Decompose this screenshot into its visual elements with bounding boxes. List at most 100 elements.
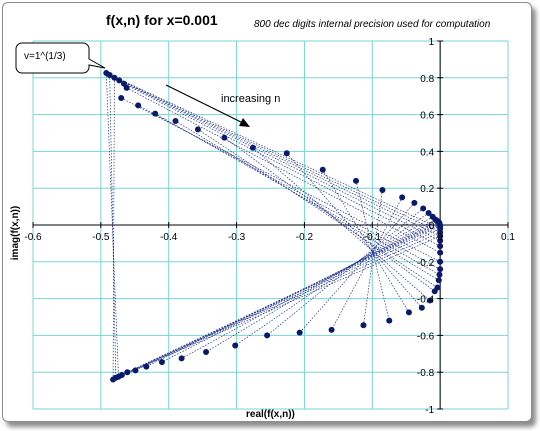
data-point-12 (249, 144, 256, 151)
connector-line-2-58 (112, 77, 115, 380)
y-tick-label-5: 0 (429, 221, 435, 232)
y-tick-label-6: -0.2 (417, 258, 435, 269)
data-point-1 (106, 72, 113, 79)
x-tick-label-7: 0.1 (501, 232, 515, 243)
increasing-arrow: increasing n (165, 84, 280, 127)
increasing-label: increasing n (221, 93, 280, 105)
chart-subtitle: 800 dec digits internal precision used f… (254, 19, 491, 30)
connector-line-28-56 (118, 228, 441, 378)
data-point-34 (437, 258, 444, 265)
x-axis-label: real(f(x,n)) (246, 409, 295, 420)
data-point-32 (437, 243, 444, 250)
connector-line-2-30 (114, 77, 441, 237)
tick-labels: -0.6 -0.5 -0.4 -0.3 -0.2 -0.1 0 0.1 1 0.8 0.6 0.4 0.… (24, 37, 515, 416)
data-point-20 (425, 210, 432, 217)
data-point-3 (116, 77, 123, 84)
data-point-17 (399, 194, 406, 201)
x-tick-label-3: -0.3 (228, 232, 246, 243)
x-tick-label-0: -0.6 (24, 232, 42, 243)
arrow-head (239, 118, 250, 127)
data-point-58 (110, 376, 117, 383)
arrow-shaft (165, 84, 244, 124)
y-tick-label-1: 0.8 (420, 74, 434, 85)
data-point-13 (283, 150, 290, 157)
data-point-31 (437, 237, 444, 244)
x-tick-label-1: -0.5 (92, 232, 110, 243)
data-point-9 (172, 118, 179, 125)
data-point-33 (437, 249, 444, 256)
data-point-14 (319, 166, 326, 173)
data-point-5 (123, 84, 130, 91)
connector-line-14-42 (322, 169, 410, 313)
data-point-50 (178, 355, 185, 362)
y-tick-label-2: 0.6 (420, 111, 434, 122)
connector-line-4-32 (123, 83, 441, 247)
y-tick-label-3: 0.4 (420, 147, 434, 158)
chart-svg: -0.6 -0.5 -0.4 -0.3 -0.2 -0.1 0 0.1 1 0.8 0.6 0.4 0.… (10, 12, 515, 420)
data-point-8 (152, 110, 159, 117)
data-point-35 (437, 266, 444, 273)
y-axis-label: imag(f(x,n)) (10, 206, 21, 260)
data-point-10 (194, 126, 201, 133)
data-points (103, 70, 444, 383)
callout-box (15, 42, 106, 74)
connector-line-18-46 (299, 202, 415, 333)
data-point-48 (232, 342, 239, 349)
connector-line-8-36 (154, 113, 440, 275)
data-point-44 (360, 322, 367, 329)
data-point-2 (111, 74, 118, 81)
data-point-43 (386, 317, 393, 324)
data-point-18 (411, 199, 418, 206)
y-tick-label-10: -1 (425, 405, 434, 416)
data-point-51 (158, 359, 165, 366)
data-point-52 (143, 363, 150, 370)
x-tick-label-2: -0.4 (160, 232, 178, 243)
connector-line-0-28 (106, 72, 441, 229)
connector-line-13-41 (286, 153, 423, 309)
connector-line-26-54 (127, 224, 440, 373)
connector-line-11-39 (224, 137, 435, 292)
connector-line-20-48 (235, 212, 429, 346)
x-tick-label-6: 0 (437, 232, 443, 243)
data-point-16 (379, 187, 386, 194)
connector-line-19-47 (266, 208, 424, 336)
callout: v=1^(1/3) (15, 42, 106, 74)
data-point-15 (353, 177, 359, 184)
data-point-47 (264, 332, 271, 339)
connector-line-21-49 (205, 216, 433, 353)
callout-label: v=1^(1/3) (24, 51, 66, 62)
connector-line-5-33 (126, 87, 441, 253)
connector-line-7-35 (138, 105, 441, 270)
connector-line-30-58 (112, 235, 441, 380)
connector-line-17-45 (331, 197, 403, 331)
data-point-11 (221, 134, 228, 141)
x-tick-label-4: -0.2 (296, 232, 314, 243)
connector-line-23-51 (161, 220, 438, 363)
data-point-30 (437, 233, 444, 240)
data-point-53 (132, 367, 139, 374)
y-tick-label-7: -0.4 (417, 295, 435, 306)
y-tick-label-8: -0.6 (417, 331, 435, 342)
connector-line-29-57 (115, 232, 441, 379)
y-tick-label-0: 1 (429, 37, 435, 48)
connector-line-1-29 (109, 74, 441, 233)
data-point-49 (203, 348, 210, 355)
data-point-7 (135, 102, 142, 109)
data-point-36 (436, 271, 443, 278)
data-point-39 (431, 288, 438, 295)
data-point-37 (435, 277, 442, 284)
connector-line-1-57 (109, 75, 117, 378)
data-point-19 (420, 205, 427, 212)
data-point-42 (405, 309, 412, 316)
data-point-40 (426, 297, 433, 304)
data-point-41 (418, 304, 425, 311)
data-point-45 (328, 326, 335, 333)
y-tick-label-9: -0.8 (417, 368, 435, 379)
y-tick-label-4: 0.2 (420, 184, 434, 195)
chart-title: f(x,n) for x=0.001 (106, 12, 218, 28)
connector-line-0-56 (105, 73, 119, 377)
chart-frame: -0.6 -0.5 -0.4 -0.3 -0.2 -0.1 0 0.1 1 0.8 0.6 0.4 0.… (2, 2, 532, 422)
data-point-6 (118, 95, 125, 102)
data-point-46 (296, 329, 303, 336)
data-point-54 (124, 369, 131, 376)
